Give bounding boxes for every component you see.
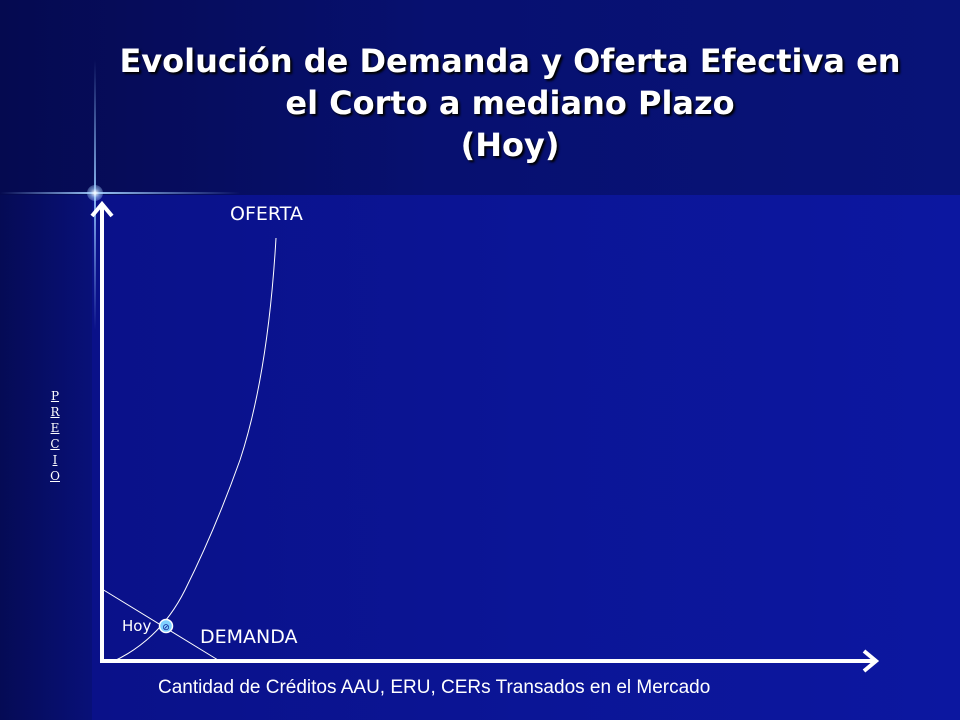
y-axis-label-letter: I [52,453,58,467]
supply-curve [111,237,277,663]
title-band [0,0,960,195]
x-axis-arrowhead [862,649,880,673]
equilibrium-label: Hoy [122,617,152,635]
slide-title: Evolución de Demanda y Oferta Efectiva e… [90,40,930,166]
y-axis-arrowhead [90,200,114,218]
demand-label: DEMANDA [200,626,298,648]
title-line-3: (Hoy) [460,126,560,164]
title-line-1: Evolución de Demanda y Oferta Efectiva e… [119,42,901,80]
y-axis-label-letter: O [50,469,60,483]
x-axis-label: Cantidad de Créditos AAU, ERU, CERs Tran… [158,677,711,698]
sparkle-horizontal-ray [0,192,240,194]
sparkle-star-icon [87,185,103,201]
equilibrium-marker [158,618,174,634]
left-strip [0,195,92,720]
y-axis-label-letter: P [50,389,60,403]
y-axis-label-letter: R [50,405,60,419]
title-line-2: el Corto a mediano Plazo [285,84,735,122]
y-axis-label-letter: E [50,421,60,435]
equilibrium-marker-glyph: ⊘ [162,623,170,633]
y-axis-label-letter: C [50,437,60,451]
supply-label: OFERTA [230,203,303,225]
